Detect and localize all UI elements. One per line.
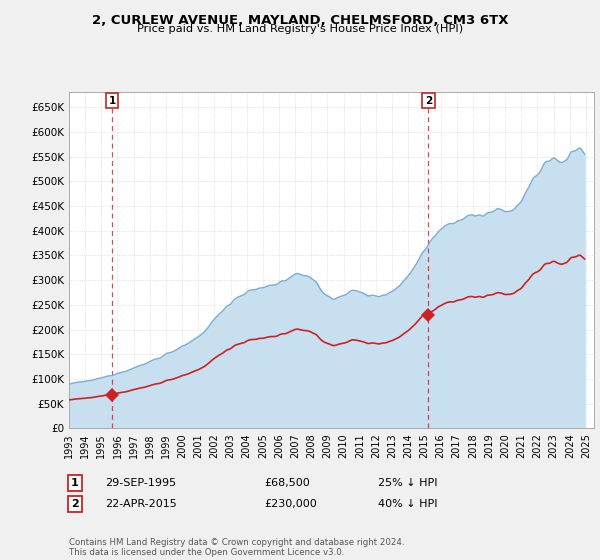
Text: £230,000: £230,000: [264, 499, 317, 509]
Text: 22-APR-2015: 22-APR-2015: [105, 499, 177, 509]
Text: 2: 2: [425, 96, 432, 106]
Text: Contains HM Land Registry data © Crown copyright and database right 2024.
This d: Contains HM Land Registry data © Crown c…: [69, 538, 404, 557]
Text: 25% ↓ HPI: 25% ↓ HPI: [378, 478, 437, 488]
Text: Price paid vs. HM Land Registry's House Price Index (HPI): Price paid vs. HM Land Registry's House …: [137, 24, 463, 34]
Text: 1: 1: [109, 96, 116, 106]
Text: 29-SEP-1995: 29-SEP-1995: [105, 478, 176, 488]
Text: 40% ↓ HPI: 40% ↓ HPI: [378, 499, 437, 509]
Text: 1: 1: [71, 478, 79, 488]
Text: 2, CURLEW AVENUE, MAYLAND, CHELMSFORD, CM3 6TX: 2, CURLEW AVENUE, MAYLAND, CHELMSFORD, C…: [92, 14, 508, 27]
Text: 2: 2: [71, 499, 79, 509]
Text: £68,500: £68,500: [264, 478, 310, 488]
